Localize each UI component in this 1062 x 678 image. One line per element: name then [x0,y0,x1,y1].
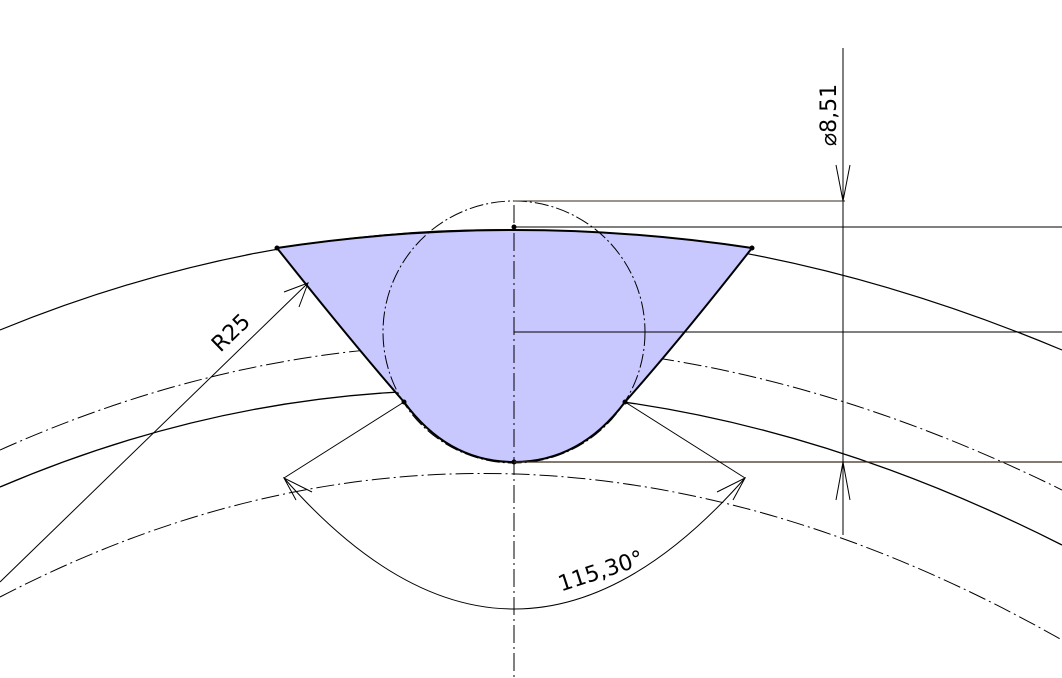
radius-label: R25 [207,309,256,357]
lower-pitch-arc [0,472,1062,641]
radius-arrow [283,282,309,308]
angle-arrow-left [282,476,313,501]
vertex-point [749,245,755,251]
angle-arc [283,477,746,610]
svg-text:⌀8,51: ⌀8,51 [817,84,842,146]
angle-leader-right [624,401,746,479]
radius-leader-line [0,282,309,583]
diameter-arrow-bottom [835,461,851,501]
angle-label: 115,30° [555,546,646,597]
angle-leader-left [283,401,405,479]
vertex-point [274,245,280,251]
diameter-arrow-top [835,164,851,202]
diameter-label: ⌀8,51 [817,84,842,146]
diameter-symbol: ⌀ [817,133,842,146]
diameter-value: 8,51 [817,84,842,133]
angle-arrow-right [716,476,747,501]
